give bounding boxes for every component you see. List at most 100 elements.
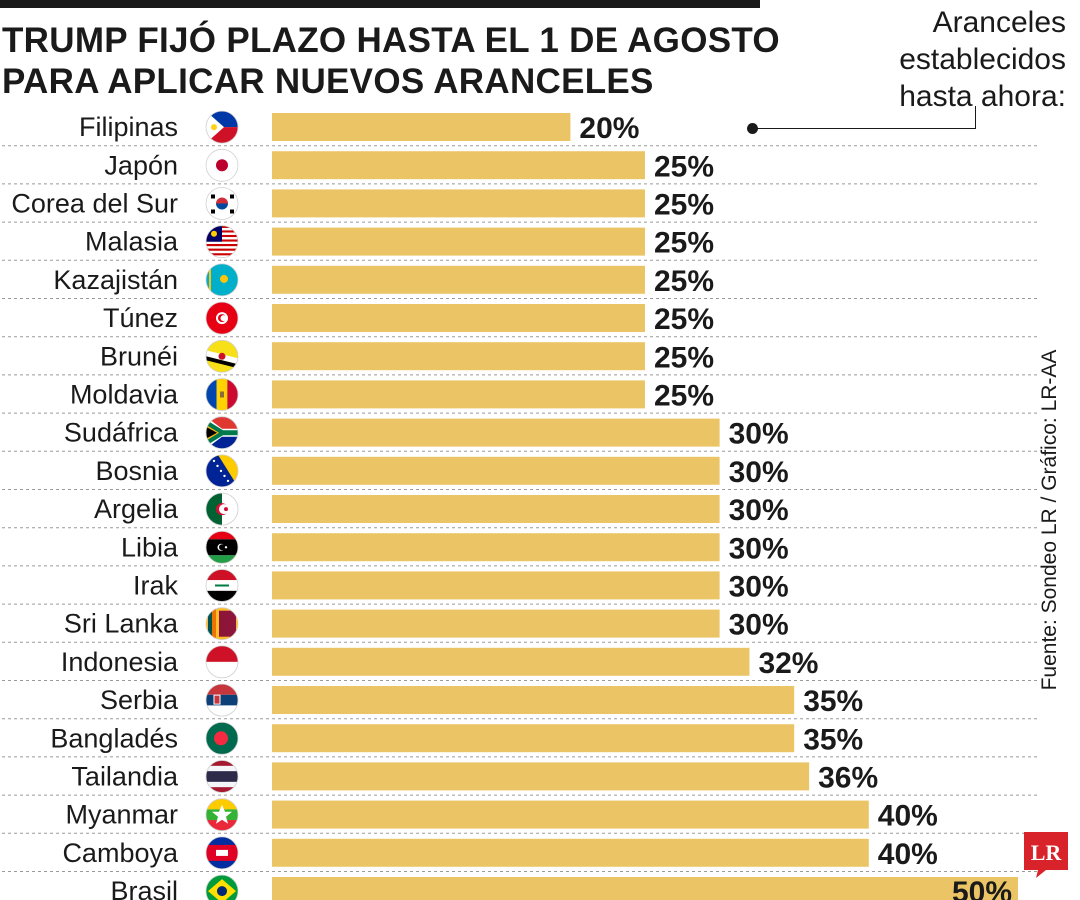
flag-outline: [205, 836, 239, 870]
value-label: 30%: [729, 532, 789, 565]
flag-outline: [205, 263, 239, 297]
libya-flag: [206, 531, 238, 564]
category-label: Moldavia: [70, 380, 179, 410]
flag-outline: [205, 760, 239, 793]
sri-lanka-flag: [206, 607, 238, 640]
flag-outline: [205, 225, 239, 259]
moldova-flag: [206, 378, 238, 411]
bar: [272, 265, 645, 294]
category-label: Filipinas: [79, 112, 178, 142]
bar: [272, 227, 645, 256]
bar: [272, 380, 645, 409]
bangladesh-flag: [206, 722, 238, 755]
legend-line-1: Aranceles: [932, 6, 1066, 39]
value-label: 25%: [654, 150, 714, 183]
category-label: Corea del Sur: [11, 189, 178, 219]
bar: [272, 189, 645, 218]
flag-outline: [205, 798, 239, 832]
value-label: 40%: [878, 838, 938, 871]
value-label: 30%: [729, 571, 789, 604]
philippines-flag: [206, 111, 238, 144]
flag-outline: [205, 454, 239, 488]
bar: [272, 342, 645, 371]
flag-outline: [205, 721, 239, 755]
category-label: Tailandia: [71, 762, 179, 792]
flag-outline: [205, 645, 239, 679]
category-label: Sudáfrica: [64, 418, 179, 448]
bar: [272, 686, 795, 714]
flag-outline: [205, 187, 239, 220]
value-label: 25%: [654, 189, 714, 222]
bar: [272, 151, 645, 180]
serbia-flag: [206, 684, 238, 717]
malaysia-flag: [206, 225, 238, 258]
tunisia-flag: [206, 302, 238, 335]
bar: [272, 724, 795, 753]
bosnia-flag: [206, 454, 238, 487]
value-label: 30%: [729, 494, 789, 527]
legend-pointer-line: [752, 128, 976, 129]
iraq-flag: [206, 569, 238, 602]
flag-outline: [205, 339, 239, 373]
title-line-1: TRUMP FIJÓ PLAZO HASTA EL 1 DE AGOSTO: [2, 21, 780, 60]
bar: [272, 418, 720, 447]
value-label: 20%: [579, 112, 639, 145]
indonesia-flag: [206, 645, 238, 678]
value-label: 25%: [654, 380, 714, 413]
cambodia-flag: [206, 836, 238, 869]
flag-outline: [205, 301, 239, 335]
thailand-flag: [206, 760, 238, 793]
south-africa-flag: [206, 416, 238, 449]
flag-outline: [205, 110, 239, 144]
flag-outline: [205, 530, 239, 564]
category-label: Bosnia: [95, 456, 179, 486]
category-label: Sri Lanka: [64, 609, 179, 639]
value-label: 36%: [818, 762, 878, 795]
category-label: Kazajistán: [53, 265, 178, 295]
bar: [272, 647, 750, 676]
bar: [272, 800, 869, 829]
category-label: Argelia: [94, 494, 179, 524]
value-label: 25%: [654, 227, 714, 260]
category-label: Brasil: [110, 876, 178, 900]
flag-outline: [205, 569, 239, 602]
south-korea-flag: [206, 187, 238, 220]
bar: [272, 304, 645, 332]
value-label: 30%: [729, 456, 789, 489]
legend-line-3: hasta ahora:: [899, 80, 1066, 113]
bar: [272, 877, 1018, 900]
myanmar-flag: [206, 798, 238, 831]
bar: [272, 571, 720, 600]
japan-flag: [206, 149, 238, 182]
category-label: Japón: [104, 150, 178, 180]
value-label: 35%: [803, 685, 863, 718]
value-label: 40%: [878, 800, 938, 833]
value-label: 32%: [758, 647, 818, 680]
value-label: 50%: [952, 876, 1012, 900]
value-label: 30%: [729, 609, 789, 642]
flag-outline: [205, 607, 239, 641]
flag-outline: [205, 148, 239, 182]
legend-line-2: establecidos: [899, 43, 1066, 76]
bar: [272, 838, 869, 867]
value-label: 30%: [729, 418, 789, 451]
legend-pointer-vertical: [975, 106, 976, 129]
lr-logo: LR: [1024, 832, 1068, 878]
legend-note: Aranceles establecidos hasta ahora:: [899, 4, 1066, 115]
category-label: Indonesia: [61, 647, 179, 677]
category-label: Túnez: [103, 303, 178, 333]
value-label: 25%: [654, 303, 714, 336]
source-credit: Fuente: Sondeo LR / Gráfico: LR-AA: [1038, 349, 1061, 691]
brunei-flag: [206, 340, 238, 373]
bar: [272, 113, 571, 141]
category-label: Irak: [133, 571, 179, 601]
bar: [272, 495, 720, 523]
flag-outline: [205, 874, 239, 900]
category-label: Brunéi: [100, 341, 178, 371]
category-label: Serbia: [100, 685, 179, 715]
chart-title: TRUMP FIJÓ PLAZO HASTA EL 1 DE AGOSTO PA…: [2, 20, 780, 102]
bar-chart: Filipinas 20% Japón 25% Corea del Sur 25% Mala…: [2, 110, 1040, 900]
top-rule: [0, 0, 760, 8]
value-label: 25%: [654, 265, 714, 298]
category-label: Myanmar: [65, 800, 178, 830]
